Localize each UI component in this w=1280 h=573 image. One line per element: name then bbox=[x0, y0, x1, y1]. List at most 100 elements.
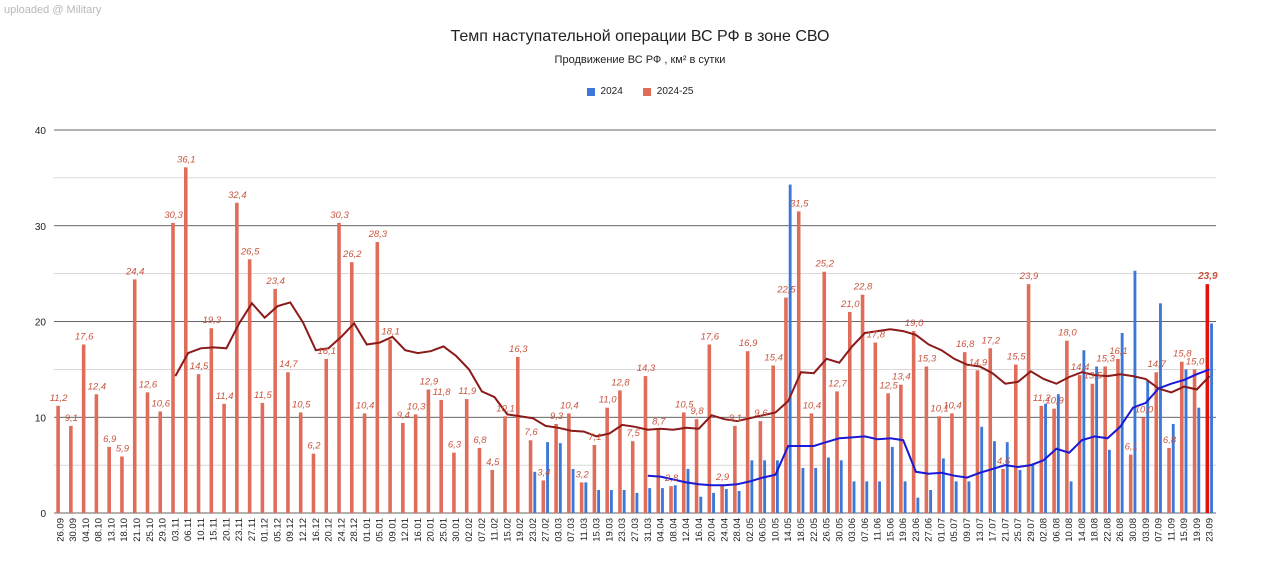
x-tick-label: 26.09 bbox=[55, 518, 66, 542]
data-label: 17,2 bbox=[982, 335, 1001, 346]
data-label: 12,4 bbox=[88, 381, 107, 392]
data-label: 6,1 bbox=[1125, 442, 1138, 453]
data-label: 15,5 bbox=[1007, 352, 1026, 363]
data-label: 25,2 bbox=[815, 259, 835, 270]
bar-2024-25 bbox=[962, 352, 967, 513]
x-tick-label: 15.03 bbox=[592, 518, 603, 542]
x-tick-label: 14.05 bbox=[783, 518, 794, 542]
bar-2024-25 bbox=[490, 469, 495, 513]
bar-2024 bbox=[686, 468, 690, 513]
x-tick-label: 25.01 bbox=[438, 518, 449, 542]
bar-2024-25 bbox=[337, 222, 341, 513]
bar-2024-25 bbox=[643, 376, 648, 513]
data-label: 18,1 bbox=[381, 327, 400, 338]
y-tick-label: 40 bbox=[35, 126, 47, 137]
bar-2024-25 bbox=[860, 294, 865, 513]
bar-2024-25 bbox=[1039, 405, 1044, 513]
x-tick-label: 15.02 bbox=[502, 518, 513, 542]
x-tick-label: 12.04 bbox=[681, 518, 692, 542]
bar-2024 bbox=[941, 458, 945, 513]
bar-2024 bbox=[737, 490, 741, 513]
bar-2024-25 bbox=[630, 441, 635, 513]
bar-2024 bbox=[954, 481, 958, 513]
bar-2024 bbox=[763, 460, 767, 513]
legend: 2024 2024-25 bbox=[0, 86, 1280, 97]
data-label: 36,1 bbox=[177, 154, 196, 165]
bar-2024 bbox=[1056, 394, 1060, 513]
x-tick-label: 27.02 bbox=[541, 518, 552, 542]
bar-2024 bbox=[814, 467, 818, 513]
y-tick-label: 0 bbox=[40, 509, 46, 520]
bar-2024-25 bbox=[707, 344, 712, 513]
data-label: 24,4 bbox=[125, 266, 145, 277]
data-label: 10,1 bbox=[496, 403, 515, 414]
bar-2024-25 bbox=[132, 279, 137, 513]
data-label: 9,1 bbox=[65, 413, 78, 424]
bar-2024 bbox=[878, 481, 881, 513]
data-label: 10,3 bbox=[407, 401, 426, 412]
bar-2024-25 bbox=[1154, 372, 1159, 513]
x-tick-label: 23.02 bbox=[528, 518, 539, 542]
x-tick-label: 02.08 bbox=[1039, 518, 1050, 542]
bar-2024 bbox=[1005, 442, 1009, 513]
y-tick-label: 10 bbox=[35, 413, 47, 424]
data-label: 5,9 bbox=[116, 444, 130, 455]
data-label: 23,4 bbox=[265, 276, 285, 287]
bar-2024-25 bbox=[1141, 417, 1146, 513]
x-tick-label: 19.09 bbox=[1192, 518, 1203, 542]
data-label: 9,6 bbox=[754, 408, 768, 419]
bar-2024-25 bbox=[145, 392, 150, 513]
bar-2024 bbox=[1095, 366, 1099, 513]
trend-line-2024-25 bbox=[174, 301, 1211, 438]
bar-2024-25 bbox=[886, 393, 890, 513]
data-label: 18,0 bbox=[1058, 328, 1077, 339]
data-label: 10,4 bbox=[356, 400, 375, 411]
x-tick-label: 01.07 bbox=[936, 518, 947, 542]
bar-2024-25 bbox=[516, 356, 520, 513]
bar-2024-25 bbox=[222, 403, 226, 513]
data-label: 14,5 bbox=[190, 361, 209, 372]
x-tick-label: 06.08 bbox=[1051, 518, 1062, 542]
data-label: 4,6 bbox=[997, 456, 1011, 467]
bar-2024-25 bbox=[937, 416, 941, 513]
bar-2024-25 bbox=[592, 445, 597, 513]
data-label: 15,4 bbox=[764, 353, 783, 364]
bar-2024-25 bbox=[120, 456, 124, 513]
data-label: 14,7 bbox=[279, 359, 298, 370]
data-label: 6,3 bbox=[448, 440, 462, 451]
x-tick-label: 03.09 bbox=[1141, 518, 1152, 542]
bar-2024 bbox=[699, 496, 703, 513]
watermark: uploaded @ Military bbox=[4, 4, 102, 16]
data-label: 11,8 bbox=[433, 387, 452, 398]
data-label: 12,7 bbox=[828, 378, 847, 389]
x-tick-label: 10.11 bbox=[196, 518, 207, 541]
x-tick-label: 05.01 bbox=[375, 518, 386, 542]
bar-2024-25 bbox=[1026, 284, 1031, 513]
x-tick-label: 17.07 bbox=[988, 518, 999, 542]
bar-2024 bbox=[1031, 464, 1035, 513]
data-label: 9,1 bbox=[729, 413, 742, 424]
x-tick-label: 21.10 bbox=[132, 518, 143, 542]
bar-2024-25 bbox=[1014, 364, 1018, 513]
x-tick-label: 30.09 bbox=[68, 518, 79, 542]
bar-2024 bbox=[1082, 350, 1086, 513]
bar-2024-25 bbox=[1116, 358, 1120, 513]
bar-2024-25 bbox=[184, 167, 188, 513]
bar-2024 bbox=[903, 481, 907, 513]
bar-2024-25 bbox=[107, 446, 111, 513]
data-label: 14,4 bbox=[1071, 362, 1090, 373]
bar-2024-25 bbox=[822, 271, 827, 513]
bar-2024-25 bbox=[541, 480, 546, 513]
x-tick-label: 21.07 bbox=[1000, 518, 1011, 542]
bar-2024-25 bbox=[771, 365, 775, 513]
bar-2024 bbox=[724, 489, 728, 513]
data-label: 10,5 bbox=[675, 399, 694, 410]
x-tick-label: 28.04 bbox=[732, 518, 743, 542]
data-label: 15,0 bbox=[1186, 356, 1205, 367]
x-tick-label: 24.04 bbox=[719, 518, 730, 542]
x-tick-label: 25.07 bbox=[1013, 518, 1024, 542]
x-tick-label: 27.06 bbox=[924, 518, 935, 542]
data-label: 3,4 bbox=[537, 467, 550, 478]
bar-2024-25 bbox=[1065, 340, 1069, 513]
